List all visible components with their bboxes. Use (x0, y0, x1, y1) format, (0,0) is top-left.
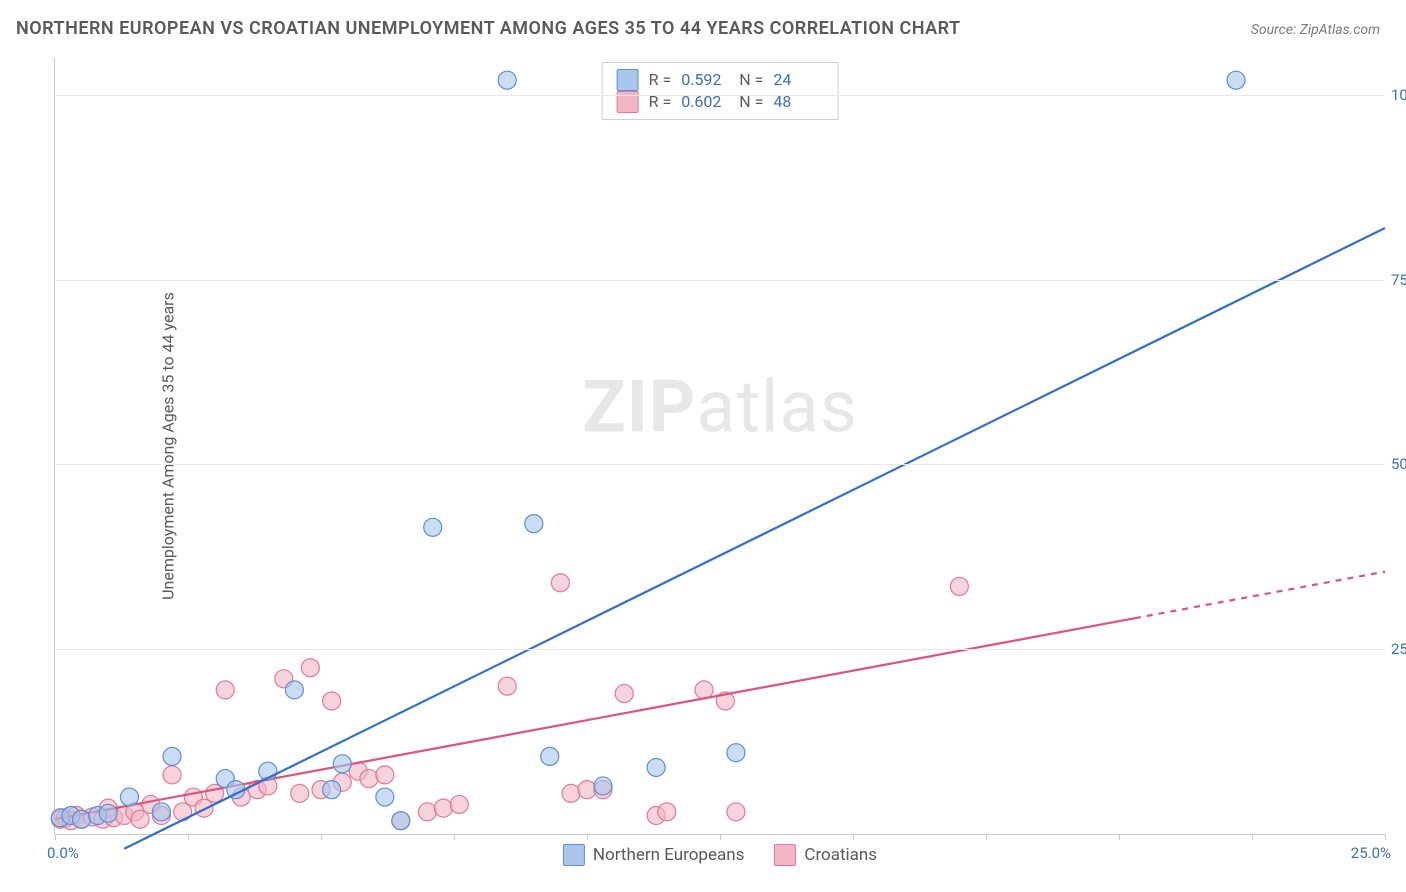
x-tick-mark (587, 834, 588, 840)
stat-r-label: R = (649, 69, 672, 91)
scatter-point (376, 766, 394, 784)
scatter-point (450, 795, 468, 813)
y-tick-label: 25.0% (1391, 640, 1406, 658)
x-tick-max: 25.0% (1351, 844, 1391, 862)
x-tick-mark (1252, 834, 1253, 840)
scatter-point (99, 804, 117, 822)
scatter-point (727, 803, 745, 821)
scatter-point (578, 781, 596, 799)
legend-stats-row-0: R = 0.592 N = 24 (617, 69, 822, 91)
x-tick-mark (720, 834, 721, 840)
stat-n-value-0: 24 (773, 69, 821, 91)
scatter-point (152, 803, 170, 821)
scatter-point (950, 577, 968, 595)
stat-r-value-0: 0.592 (681, 69, 729, 91)
legend-item-1: Croatians (774, 844, 877, 866)
scatter-point (323, 692, 341, 710)
scatter-point (498, 677, 516, 695)
scatter-point (498, 71, 516, 89)
legend-stats: R = 0.592 N = 24 R = 0.602 N = 48 (602, 62, 839, 120)
scatter-point (525, 515, 543, 533)
x-tick-mark (454, 834, 455, 840)
x-tick-mark (1119, 834, 1120, 840)
x-tick-mark (986, 834, 987, 840)
x-tick-mark (1385, 834, 1386, 840)
legend-swatch (563, 844, 585, 866)
y-tick-label: 50.0% (1391, 455, 1406, 473)
scatter-point (376, 788, 394, 806)
legend-item-0: Northern Europeans (563, 844, 744, 866)
legend-series: Northern Europeans Croatians (563, 844, 877, 866)
scatter-point (424, 518, 442, 536)
scatter-point (285, 681, 303, 699)
scatter-point (1227, 71, 1245, 89)
legend-label-0: Northern Europeans (593, 845, 744, 865)
scatter-point (615, 685, 633, 703)
scatter-point (291, 784, 309, 802)
y-tick-label: 75.0% (1391, 271, 1406, 289)
legend-label-1: Croatians (804, 845, 877, 865)
scatter-point (301, 659, 319, 677)
x-tick-mark (55, 834, 56, 840)
trend-line-dashed (1135, 572, 1385, 619)
scatter-point (418, 803, 436, 821)
scatter-point (647, 758, 665, 776)
scatter-point (120, 788, 138, 806)
legend-swatch (774, 844, 796, 866)
source-credit: Source: ZipAtlas.com (1251, 22, 1380, 38)
gridline (55, 649, 1385, 650)
y-tick-label: 100.0% (1391, 86, 1406, 104)
gridline (55, 95, 1385, 96)
x-tick-mark (853, 834, 854, 840)
gridline (55, 464, 1385, 465)
gridline (55, 280, 1385, 281)
scatter-point (73, 810, 91, 828)
chart-plot-area: ZIPatlas R = 0.592 N = 24 R = 0.602 N = … (54, 58, 1385, 835)
scatter-point (216, 681, 234, 699)
scatter-point (360, 770, 378, 788)
scatter-point (562, 784, 580, 802)
scatter-point (541, 747, 559, 765)
scatter-point (658, 803, 676, 821)
scatter-point (551, 574, 569, 592)
scatter-point (333, 755, 351, 773)
chart-title: NORTHERN EUROPEAN VS CROATIAN UNEMPLOYME… (16, 18, 961, 39)
x-tick-min: 0.0% (47, 844, 79, 862)
scatter-point (163, 747, 181, 765)
stat-n-label: N = (739, 69, 763, 91)
scatter-point (727, 744, 745, 762)
scatter-point (392, 812, 410, 830)
scatter-point (594, 777, 612, 795)
scatter-point (323, 781, 341, 799)
scatter-point (163, 766, 181, 784)
x-tick-mark (188, 834, 189, 840)
scatter-point (434, 799, 452, 817)
x-tick-mark (321, 834, 322, 840)
trend-line (124, 228, 1385, 849)
chart-svg (55, 58, 1385, 834)
legend-swatch-0 (617, 69, 639, 91)
